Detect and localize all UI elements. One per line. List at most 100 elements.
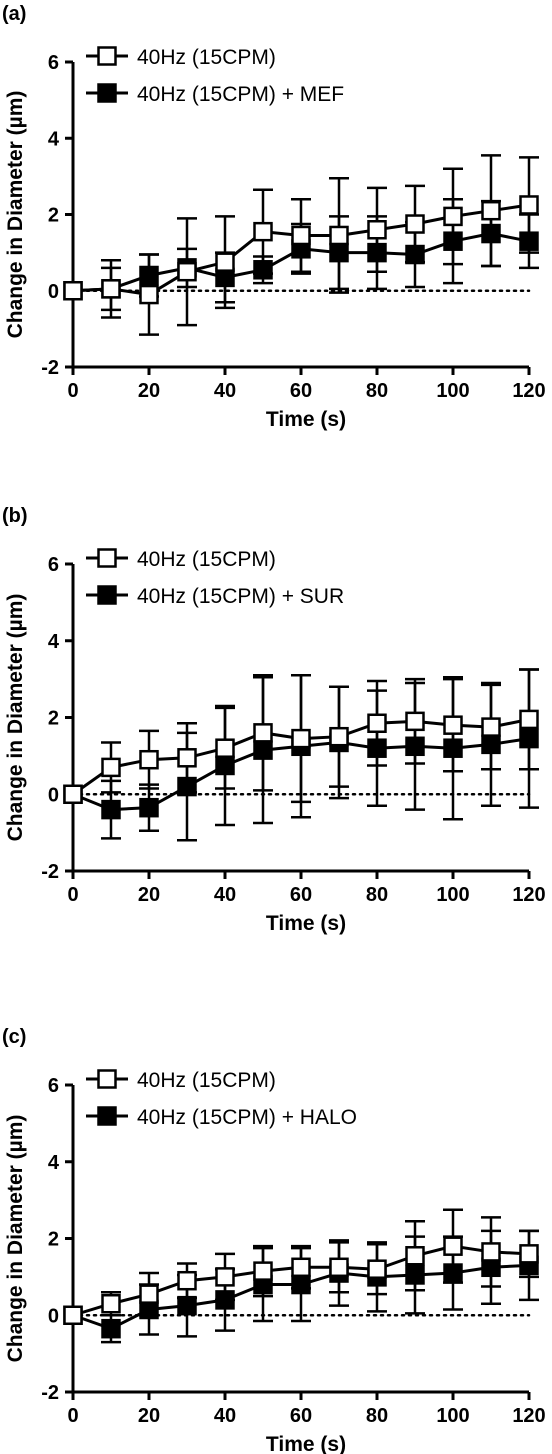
y-tick-label: 6 [48,52,59,74]
legend-marker [97,1106,117,1126]
panel-label: (b) [2,505,28,527]
data-point [139,749,159,770]
data-point [481,200,501,221]
y-tick-label: 6 [48,1075,59,1097]
x-tick-label: 100 [436,1405,469,1427]
data-point [253,1261,273,1281]
data-point [101,799,121,820]
y-axis-title: Change in Diameter (µm) [4,594,27,842]
x-tick-label: 80 [366,380,388,402]
x-tick-label: 120 [512,380,545,402]
y-tick-label: -2 [41,861,59,883]
data-point [481,734,501,755]
data-point [405,711,425,732]
legend-item: 40Hz (15CPM) [86,1069,276,1092]
data-point [291,1257,311,1278]
legend-label: 40Hz (15CPM) [137,46,276,69]
data-point [253,260,273,280]
panel-label: (a) [2,3,26,25]
y-axis-title: Change in Diameter (µm) [4,1115,27,1363]
x-tick-label: 60 [290,884,312,906]
data-point [443,1263,463,1283]
data-point [481,223,501,244]
data-point [215,738,235,758]
x-axis-title: Time (s) [266,408,346,431]
data-point [329,1257,349,1278]
data-point [367,1259,387,1279]
x-tick-label: 120 [512,884,545,906]
legend-label: 40Hz (15CPM) + MEF [137,83,344,106]
data-point [443,1236,463,1256]
x-tick-label: 20 [138,884,160,906]
data-point [443,206,463,227]
legend-item: 40Hz (15CPM) [86,548,276,571]
x-tick-label: 0 [67,884,78,906]
y-tick-label: 4 [48,631,60,653]
data-point [443,231,463,251]
x-tick-label: 20 [138,1405,160,1427]
x-tick-label: 0 [67,380,78,402]
data-point [405,214,425,234]
x-tick-label: 40 [214,884,236,906]
data-point [139,1284,159,1304]
x-tick-label: 100 [436,884,469,906]
data-point [101,757,121,778]
data-point [215,1267,235,1287]
y-tick-label: 2 [48,205,59,227]
y-tick-label: 4 [48,128,60,150]
data-point [215,1290,235,1310]
y-tick-label: -2 [41,1382,59,1404]
legend-marker [97,1069,117,1089]
data-point [101,1293,121,1314]
data-point [101,279,121,299]
legend-label: 40Hz (15CPM) + SUR [137,585,344,608]
data-point [443,715,463,735]
legend-item: 40Hz (15CPM) + SUR [86,585,344,608]
data-point [291,728,311,749]
legend-item: 40Hz (15CPM) + HALO [86,1106,357,1129]
data-point [291,225,311,246]
data-point [367,242,387,263]
y-axis-title: Change in Diameter (µm) [4,91,27,339]
legend-marker [97,585,117,605]
x-tick-label: 0 [67,1405,78,1427]
data-point [329,726,349,747]
legend-marker [97,548,117,568]
y-tick-label: 0 [48,281,59,303]
data-point [63,1305,83,1325]
y-tick-label: 0 [48,784,59,806]
y-tick-label: -2 [41,357,59,379]
data-point [215,755,235,776]
x-tick-label: 40 [214,380,236,402]
x-tick-label: 40 [214,1405,236,1427]
legend-label: 40Hz (15CPM) + HALO [137,1106,357,1129]
panel-label: (c) [2,1026,26,1048]
data-point [481,717,501,737]
data-point [443,738,463,758]
x-tick-label: 100 [436,380,469,402]
data-point [329,242,349,263]
data-point [291,1274,311,1295]
data-point [519,728,539,749]
x-tick-label: 60 [290,380,312,402]
data-point [405,244,425,265]
legend-item: 40Hz (15CPM) + MEF [86,83,344,106]
data-point [139,797,159,818]
y-tick-label: 2 [48,1229,59,1251]
x-tick-label: 120 [512,1405,545,1427]
legend-marker [97,46,117,66]
data-point [329,225,349,246]
x-tick-label: 80 [366,1405,388,1427]
legend-marker [97,83,117,103]
x-tick-label: 80 [366,884,388,906]
data-point [519,1244,539,1264]
legend-item: 40Hz (15CPM) [86,46,276,69]
legend-label: 40Hz (15CPM) [137,548,276,571]
data-point [405,736,425,757]
data-point [519,709,539,730]
data-point [405,1246,425,1266]
data-point [177,1270,197,1291]
data-point [177,776,197,797]
